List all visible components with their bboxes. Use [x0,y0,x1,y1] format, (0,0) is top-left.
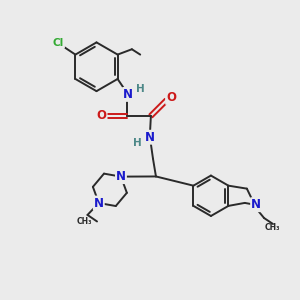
Text: N: N [116,170,126,183]
Text: N: N [251,198,261,211]
Text: CH₃: CH₃ [76,217,92,226]
Text: O: O [166,91,176,104]
Text: O: O [97,109,106,122]
Text: N: N [144,131,154,144]
Text: H: H [133,138,141,148]
Text: CH₃: CH₃ [265,223,280,232]
Text: N: N [94,196,104,209]
Text: H: H [136,84,145,94]
Text: N: N [123,88,133,101]
Text: Cl: Cl [53,38,64,48]
